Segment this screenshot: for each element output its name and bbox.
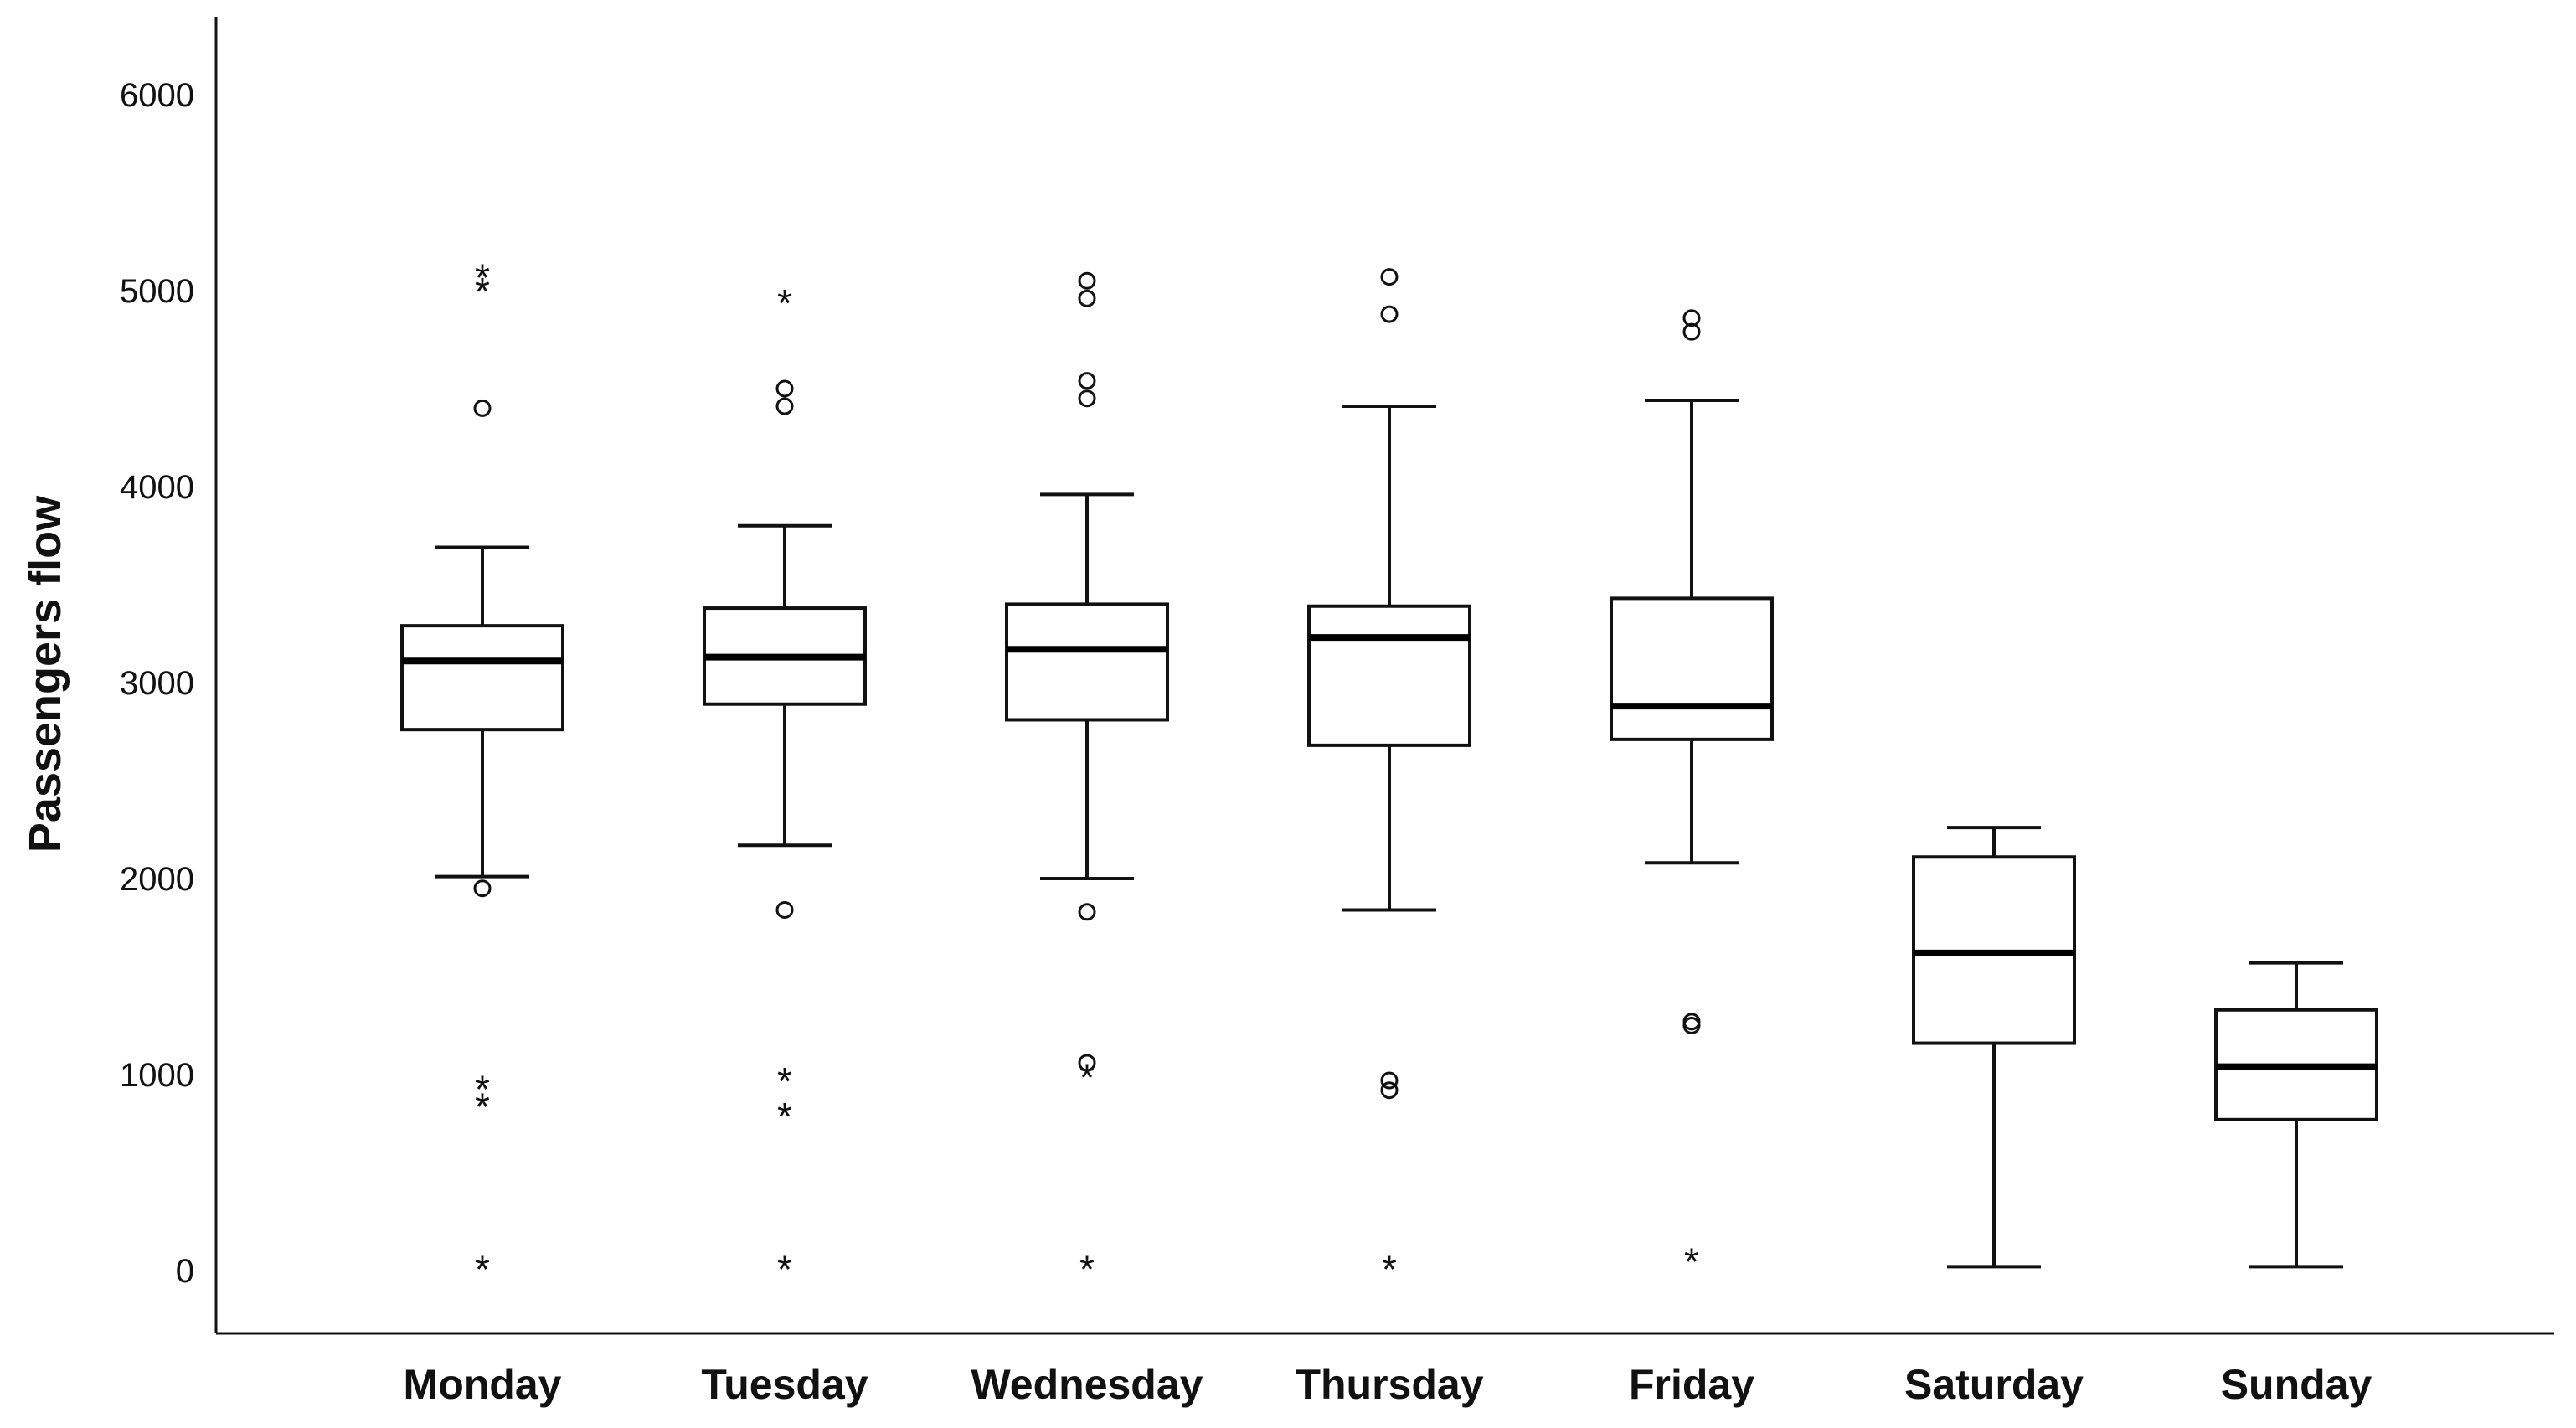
box-group-friday: * [1610,309,1774,1283]
outlier-point [473,879,492,898]
y-tick-label: 1000 [120,1057,194,1094]
y-tick-label: 3000 [120,665,194,702]
y-tick-label: 0 [176,1253,194,1290]
y-tick-label: 2000 [120,861,194,898]
outlier-point [775,379,794,398]
x-category-label: Wednesday [971,1361,1203,1408]
outlier-point [1380,1071,1399,1090]
extreme-point: * [1684,1240,1699,1283]
x-category-label: Friday [1629,1361,1754,1408]
extreme-point: * [475,1085,490,1128]
axes: 0 1000 2000 3000 4000 5000 6000 Monday Tuesday We… [120,17,2554,1408]
extreme-point: * [777,281,792,325]
extreme-point: * [475,1067,490,1111]
box-group-thursday: * [1307,268,1471,1291]
outlier-point [1682,322,1701,341]
iqr-box [1610,596,1774,741]
outlier-point [1682,309,1701,327]
box-group-sunday [2214,961,2378,1269]
extreme-point: * [1382,1248,1397,1291]
outlier-point [775,900,794,919]
outlier-point [1078,289,1096,307]
iqr-box [1307,604,1471,747]
box-group-wednesday: ** [1005,271,1169,1291]
y-tick-label: 6000 [120,77,194,114]
box-group-saturday [1912,826,2076,1269]
extreme-point: * [777,1248,792,1291]
box-group-tuesday: **** [703,281,867,1291]
outlier-point [1380,1081,1399,1100]
outlier-point [1078,271,1096,290]
extreme-point: * [1079,1248,1095,1291]
extreme-point: * [1079,1055,1095,1099]
outlier-point [473,399,492,417]
outlier-point [1078,389,1096,408]
x-category-label: Saturday [1904,1361,2084,1408]
outlier-point [775,397,794,415]
extreme-point: * [777,1059,792,1103]
x-category-label: Tuesday [701,1361,868,1408]
box-group-monday: ***** [400,256,564,1291]
outlier-point [1380,268,1399,286]
y-axis-title: Passengers flow [20,495,70,853]
outlier-point [1682,1013,1701,1031]
outlier-point [1078,372,1096,390]
outlier-point [1078,1054,1096,1072]
extreme-point: * [475,270,490,313]
x-category-label: Sunday [2221,1361,2372,1408]
iqr-box [1005,602,1169,722]
extreme-point: * [475,256,490,300]
plot-area: ************ * [400,256,2378,1291]
y-tick-label: 5000 [120,273,194,310]
outlier-point [1380,305,1399,323]
x-category-label: Monday [404,1361,562,1408]
y-tick-label: 4000 [120,469,194,506]
extreme-point: * [475,1248,490,1291]
outlier-point [1078,903,1096,921]
x-category-label: Thursday [1295,1361,1483,1408]
iqr-box [400,624,564,732]
extreme-point: * [777,1095,792,1138]
